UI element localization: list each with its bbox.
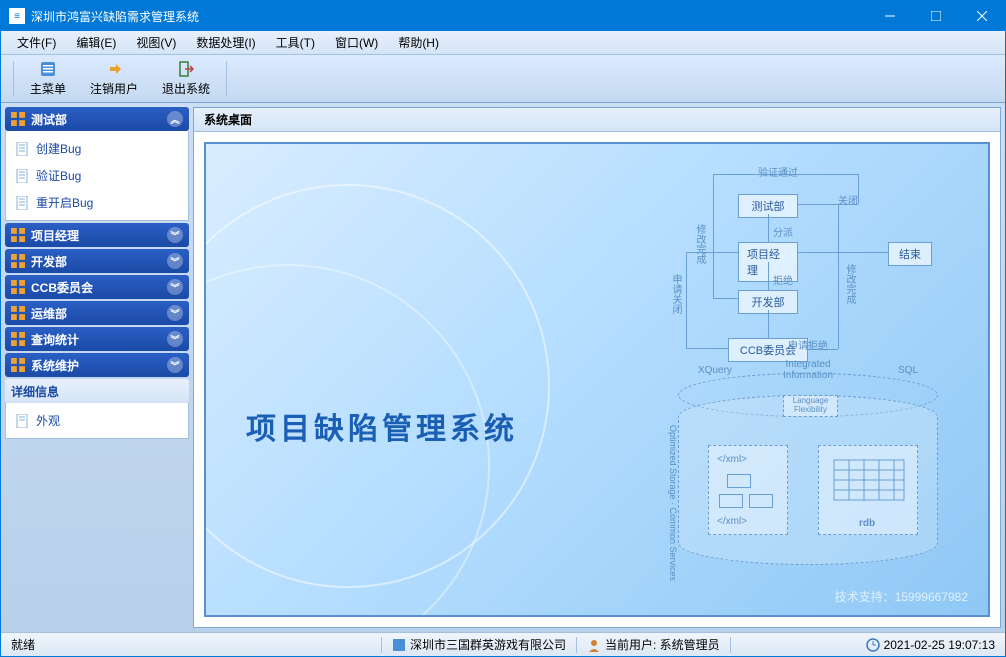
logout-label: 注销用户 (90, 80, 138, 97)
sidebar-item-create-bug[interactable]: 创建Bug (6, 135, 188, 162)
status-datetime: 2021-02-25 19:07:13 (856, 633, 1005, 656)
user-icon (587, 638, 601, 652)
logout-icon (105, 60, 123, 78)
flow-node-end: 结束 (888, 242, 932, 266)
sidebar-header-maintain[interactable]: 系统维护︾ (5, 353, 189, 377)
main-menu-icon (39, 60, 57, 78)
menu-tools[interactable]: 工具(T) (266, 32, 325, 53)
menu-edit[interactable]: 编辑(E) (66, 32, 126, 53)
exit-label: 退出系统 (162, 80, 210, 97)
company-icon (392, 638, 406, 652)
status-user: 当前用户: 系统管理员 (577, 633, 730, 656)
doc-icon (16, 142, 30, 156)
sidebar-header-dev[interactable]: 开发部︾ (5, 249, 189, 273)
toolbar: 主菜单 注销用户 退出系统 (1, 55, 1005, 103)
close-button[interactable] (959, 1, 1005, 31)
minimize-button[interactable] (867, 1, 913, 31)
menu-file[interactable]: 文件(F) (7, 32, 66, 53)
menu-view[interactable]: 视图(V) (126, 32, 186, 53)
statusbar: 就绪 深圳市三国群英游戏有限公司 当前用户: 系统管理员 2021-02-25 … (1, 632, 1005, 656)
chevron-down-icon: ︾ (167, 357, 183, 373)
sidebar-header-pm[interactable]: 项目经理︾ (5, 223, 189, 247)
menu-window[interactable]: 窗口(W) (325, 32, 388, 53)
chevron-down-icon: ︾ (167, 279, 183, 295)
system-title: 项目缺陷管理系统 (246, 404, 518, 448)
sidebar-group-detail: 详细信息 外观 (5, 379, 189, 439)
grid-icon (11, 306, 25, 320)
chevron-down-icon: ︾ (167, 253, 183, 269)
doc-icon (16, 414, 30, 428)
sidebar-title-test: 测试部 (31, 111, 67, 128)
grid-icon (11, 228, 25, 242)
db-xml-zone: </xml> </xml> (708, 445, 788, 535)
grid-icon (11, 112, 25, 126)
menu-data[interactable]: 数据处理(I) (186, 32, 265, 53)
sidebar-body-test: 创建Bug 验证Bug 重开启Bug (5, 131, 189, 221)
clock-icon (866, 638, 880, 652)
chevron-down-icon: ︾ (167, 331, 183, 347)
body-area: 测试部 ︽ 创建Bug 验证Bug 重开启Bug 项目经理︾ 开发部︾ CCB委… (1, 103, 1005, 632)
main-menu-label: 主菜单 (30, 80, 66, 97)
doc-icon (16, 196, 30, 210)
sidebar-header-ccb[interactable]: CCB委员会︾ (5, 275, 189, 299)
exit-button[interactable]: 退出系统 (150, 58, 222, 99)
sidebar-item-verify-bug[interactable]: 验证Bug (6, 162, 188, 189)
window-title: 深圳市鸿富兴缺陷需求管理系统 (31, 8, 867, 25)
menu-help[interactable]: 帮助(H) (388, 32, 449, 53)
grid-icon (11, 332, 25, 346)
grid-icon (11, 254, 25, 268)
doc-icon (16, 169, 30, 183)
status-ready: 就绪 (1, 633, 381, 656)
sidebar-title-detail: 详细信息 (11, 383, 59, 400)
sidebar-item-appearance[interactable]: 外观 (6, 407, 188, 434)
sidebar: 测试部 ︽ 创建Bug 验证Bug 重开启Bug 项目经理︾ 开发部︾ CCB委… (5, 107, 189, 628)
flowchart-diagram: 测试部 项目经理 开发部 CCB委员会 结束 (638, 164, 958, 374)
database-diagram: XQuery SQL Integrated Information Langua… (658, 365, 958, 585)
app-icon: ≡ (9, 8, 25, 24)
chevron-up-icon: ︽ (167, 111, 183, 127)
chevron-down-icon: ︾ (167, 305, 183, 321)
chevron-down-icon: ︾ (167, 227, 183, 243)
status-company: 深圳市三国群英游戏有限公司 (382, 633, 576, 656)
menubar: 文件(F) 编辑(E) 视图(V) 数据处理(I) 工具(T) 窗口(W) 帮助… (1, 31, 1005, 55)
sidebar-header-query[interactable]: 查询统计︾ (5, 327, 189, 351)
sidebar-header-ops[interactable]: 运维部︾ (5, 301, 189, 325)
main-menu-button[interactable]: 主菜单 (18, 58, 78, 99)
exit-icon (177, 60, 195, 78)
window-controls (867, 1, 1005, 31)
content-header: 系统桌面 (194, 108, 1000, 132)
sidebar-group-test: 测试部 ︽ 创建Bug 验证Bug 重开启Bug (5, 107, 189, 221)
sidebar-item-reopen-bug[interactable]: 重开启Bug (6, 189, 188, 216)
tech-support: 技术支持：15999667982 (835, 588, 968, 605)
content-area: 系统桌面 项目缺陷管理系统 技术支持：15999667982 测试部 项目经理 … (193, 107, 1001, 628)
app-window: ≡ 深圳市鸿富兴缺陷需求管理系统 文件(F) 编辑(E) 视图(V) 数据处理(… (0, 0, 1006, 657)
grid-icon (11, 358, 25, 372)
desktop-canvas: 项目缺陷管理系统 技术支持：15999667982 测试部 项目经理 开发部 C… (204, 142, 990, 617)
logout-button[interactable]: 注销用户 (78, 58, 150, 99)
sidebar-body-detail: 外观 (5, 403, 189, 439)
grid-icon (11, 280, 25, 294)
titlebar: ≡ 深圳市鸿富兴缺陷需求管理系统 (1, 1, 1005, 31)
maximize-button[interactable] (913, 1, 959, 31)
db-rdb-zone: rdb (818, 445, 918, 535)
sidebar-header-test[interactable]: 测试部 ︽ (5, 107, 189, 131)
sidebar-header-detail[interactable]: 详细信息 (5, 379, 189, 403)
